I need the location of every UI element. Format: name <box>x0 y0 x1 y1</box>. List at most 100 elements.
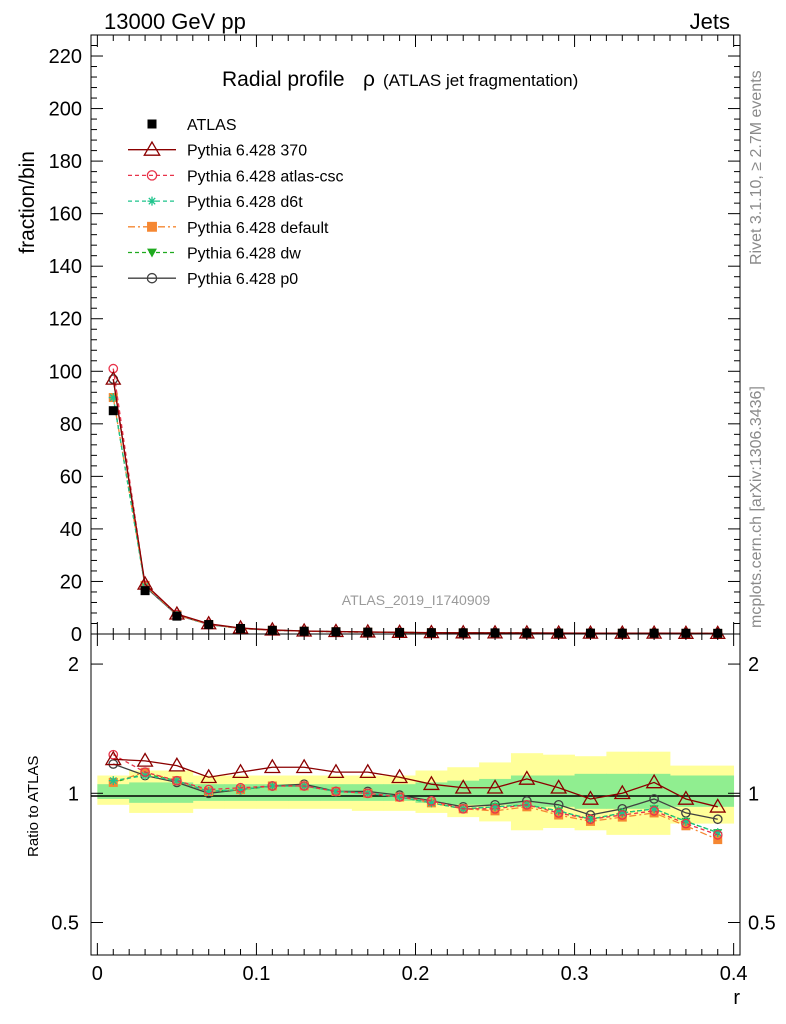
legend-item-pythia-6-428-dw: Pythia 6.428 dw <box>128 246 301 263</box>
legend-label: Pythia 6.428 d6t <box>187 194 303 211</box>
ratio-series-pythia-6-428-atlas-csc <box>108 749 723 840</box>
ratio-point <box>136 752 154 767</box>
ratio-point <box>613 784 631 800</box>
legend-marker <box>146 170 158 181</box>
ratio-point <box>172 776 182 786</box>
ratio-y-tick-label-right: 2 <box>748 654 759 676</box>
ratio-point <box>645 773 663 789</box>
main-y-tick-label: 200 <box>49 99 82 121</box>
legend-item-atlas: ATLAS <box>147 117 237 134</box>
data-point <box>105 370 122 385</box>
data-point <box>172 611 182 621</box>
legend-marker <box>147 221 157 232</box>
ratio-point <box>490 803 500 814</box>
data-point <box>108 393 118 403</box>
legend-marker <box>146 272 158 284</box>
ratio-series-pythia-6-428-370 <box>104 750 727 813</box>
ratio-point <box>681 818 691 829</box>
legend-label: Pythia 6.428 atlas-csc <box>187 168 344 185</box>
ratio-point <box>585 814 595 824</box>
ratio-point <box>677 790 695 805</box>
chart-title: Radial profile ρ (ATLAS jet fragmentatio… <box>222 68 578 91</box>
ratio-point <box>395 792 405 802</box>
ratio-point <box>104 750 122 766</box>
band-inner-segment <box>701 775 735 807</box>
ratio-y-tick-label-right: 1 <box>748 783 759 805</box>
ratio-point <box>108 749 119 760</box>
ratio-y-tick-label-right: 0.5 <box>748 912 776 934</box>
ratio-point <box>200 768 218 784</box>
ratio-point <box>709 798 727 813</box>
mcplots-text: mcplots.cern.ch [arXiv:1306.3436] <box>748 386 765 628</box>
ratio-point <box>550 779 568 794</box>
x-tick-label: 0.4 <box>720 963 748 985</box>
ratio-point <box>263 758 281 774</box>
ratio-point <box>649 794 659 804</box>
main-y-tick-label: 160 <box>49 204 82 226</box>
ratio-point <box>267 781 278 791</box>
ratio-point <box>581 790 599 805</box>
ratio-point <box>554 806 564 816</box>
ratio-point <box>172 775 182 786</box>
band-inner-segment <box>606 773 639 809</box>
legend-label: Pythia 6.428 dw <box>187 246 301 263</box>
ratio-point <box>108 776 118 786</box>
main-ylabel: fraction/bin <box>16 151 39 254</box>
ratio-y-tick-label: 1 <box>68 783 79 805</box>
ratio-point <box>140 767 150 778</box>
ratio-point <box>518 770 536 785</box>
ratio-y-tick-label: 0.5 <box>51 912 79 934</box>
ratio-point <box>422 775 440 791</box>
ratio-point <box>391 768 409 784</box>
legend-item-pythia-6-428-p0: Pythia 6.428 p0 <box>128 271 298 288</box>
ratio-point <box>359 763 377 779</box>
ratio-point <box>553 808 564 818</box>
main-y-tick-label: 80 <box>60 414 82 436</box>
legend-label: Pythia 6.428 p0 <box>187 271 298 288</box>
ratio-point <box>521 799 532 810</box>
ratio-point <box>327 763 345 779</box>
header-left: 13000 GeV pp <box>104 9 246 34</box>
ratio-point <box>267 781 277 791</box>
ratio-point <box>490 802 500 812</box>
band-inner-segment <box>129 782 162 803</box>
main-y-tick-label: 0 <box>71 624 82 646</box>
legend-label: Pythia 6.428 default <box>187 220 329 237</box>
watermark: ATLAS_2019_I1740909 <box>342 592 491 608</box>
main-y-tick-label: 140 <box>49 256 82 278</box>
legend: ATLAS Pythia 6.428 370 Pythia 6.428 atlas-… <box>128 117 344 288</box>
data-point <box>108 406 118 416</box>
header-right: Jets <box>690 9 730 34</box>
legend-marker <box>147 196 157 206</box>
ratio-point <box>454 779 472 794</box>
legend-label: Pythia 6.428 370 <box>187 143 307 160</box>
legend-marker <box>147 248 157 258</box>
main-y-tick-label: 60 <box>60 466 82 488</box>
chart-title-suffix: (ATLAS jet fragmentation) <box>383 71 578 90</box>
ratio-y-tick-label: 2 <box>68 654 79 676</box>
main-y-tick-label: 20 <box>60 571 82 593</box>
ratio-point <box>232 763 250 779</box>
ratio-ylabel: Ratio to ATLAS <box>25 756 42 857</box>
main-y-tick-label: 120 <box>49 309 82 331</box>
ratio-point <box>331 786 341 797</box>
data-point <box>204 620 214 630</box>
main-y-tick-label: 180 <box>49 151 82 173</box>
main-y-tick-label: 100 <box>49 361 82 383</box>
ratio-point <box>203 784 214 795</box>
ratio-point <box>712 814 723 825</box>
ratio-line <box>113 763 718 820</box>
x-tick-label: 0.1 <box>243 963 271 985</box>
ratio-point <box>585 814 596 825</box>
ratio-point <box>236 785 246 795</box>
ratio-point <box>649 804 659 814</box>
ratio-point <box>140 771 150 781</box>
band-inner-segment <box>415 782 448 803</box>
ratio-axes: 0.5 0.5 1 1 2 2 0 0.1 0.2 0.3 0.4 <box>51 634 776 985</box>
legend-marker <box>143 140 161 156</box>
ratio-panel: 0.5 0.5 1 1 2 2 0 0.1 0.2 0.3 0.4 Ratio to ATLAS r <box>25 633 776 1009</box>
ratio-point <box>713 828 723 838</box>
rivet-text: Rivet 3.1.10, ≥ 2.7M events <box>748 70 765 265</box>
x-tick-label: 0 <box>92 963 103 985</box>
